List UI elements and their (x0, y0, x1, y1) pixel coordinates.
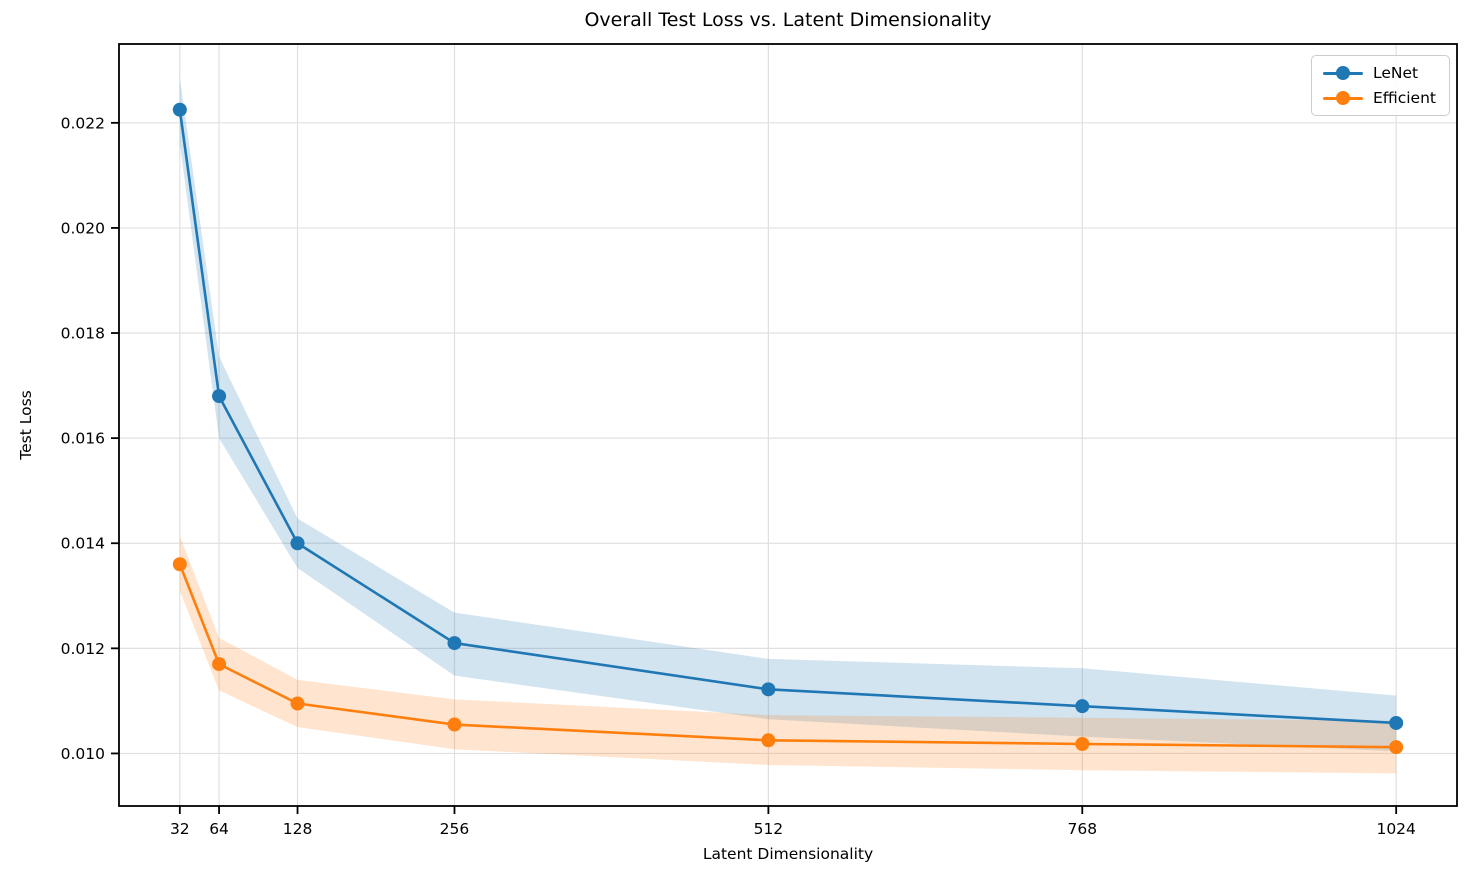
legend-entry-efficient: Efficient (1322, 89, 1436, 107)
x-tick-label: 32 (170, 820, 190, 838)
legend-entry-lenet: LeNet (1322, 64, 1436, 82)
y-tick-label: 0.020 (61, 219, 105, 237)
y-axis-label: Test Loss (17, 390, 35, 460)
y-tick-label: 0.022 (61, 114, 105, 132)
x-tick-label: 256 (440, 820, 470, 838)
data-point-lenet-32 (172, 102, 187, 117)
legend-swatch-lenet (1322, 66, 1363, 80)
data-point-efficient-768 (1075, 736, 1090, 751)
data-point-lenet-512 (761, 682, 776, 697)
gridlines (119, 44, 1457, 806)
legend-label-efficient: Efficient (1372, 89, 1436, 107)
chart-title: Overall Test Loss vs. Latent Dimensional… (584, 9, 992, 31)
x-tick-labels: 32 64 128 256 512 768 1024 (170, 820, 1416, 838)
data-point-lenet-128 (290, 536, 305, 551)
marker-dot-icon (1335, 66, 1350, 80)
y-tick-label: 0.012 (61, 640, 105, 658)
marker-dot-icon (1335, 91, 1350, 105)
y-tick-label: 0.018 (61, 325, 105, 343)
data-point-lenet-768 (1075, 699, 1090, 714)
data-point-lenet-1024 (1389, 715, 1404, 730)
x-tick-label: 768 (1067, 820, 1097, 838)
band-efficient (179, 535, 1397, 774)
y-tick-labels: 0.010 0.012 0.014 0.016 0.018 0.020 0.022 (61, 114, 105, 763)
y-tick-label: 0.016 (61, 430, 105, 448)
x-tick-label: 128 (283, 820, 313, 838)
x-axis-label: Latent Dimensionality (702, 845, 874, 863)
y-tick-label: 0.010 (61, 745, 105, 763)
plot-background (119, 44, 1457, 806)
markers-efficient (172, 557, 1404, 755)
x-tick-label: 1024 (1376, 820, 1415, 838)
x-tick-label: 64 (209, 820, 229, 838)
data-point-lenet-64 (212, 389, 227, 404)
data-point-efficient-32 (172, 557, 187, 572)
y-tick-label: 0.014 (61, 535, 105, 553)
legend-label-lenet: LeNet (1372, 64, 1419, 82)
data-point-efficient-512 (761, 733, 776, 748)
legend-swatch-efficient (1322, 91, 1363, 105)
data-point-efficient-1024 (1389, 740, 1404, 755)
x-tick-label: 512 (754, 820, 784, 838)
data-point-efficient-64 (212, 657, 227, 672)
axes-spines (118, 43, 1458, 807)
data-point-lenet-256 (447, 636, 462, 651)
legend: LeNet Efficient (1310, 55, 1450, 116)
tick-marks (111, 121, 1398, 814)
data-point-efficient-256 (447, 717, 462, 732)
markers-lenet (172, 102, 1404, 730)
data-point-efficient-128 (290, 696, 305, 711)
